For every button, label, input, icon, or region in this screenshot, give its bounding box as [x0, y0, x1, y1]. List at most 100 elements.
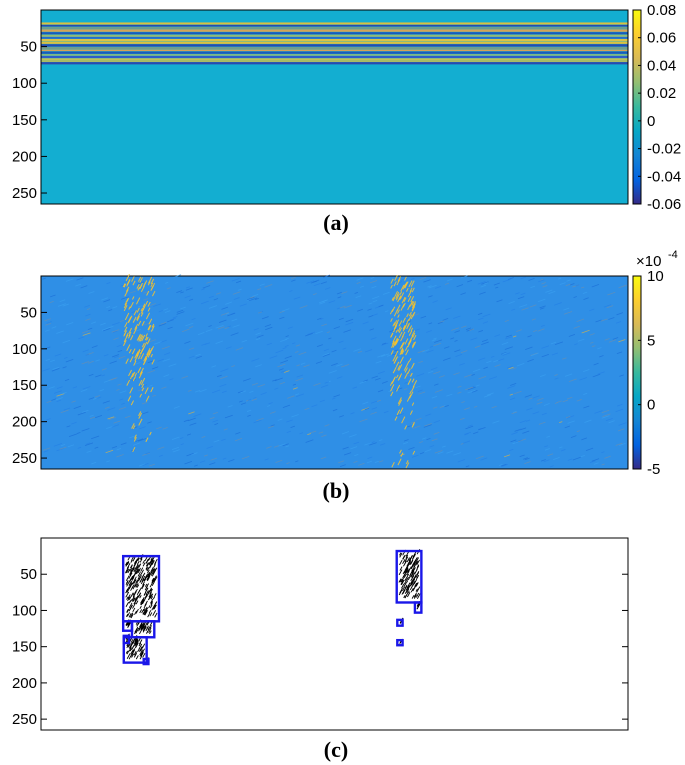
heatmap-b-texture-mark	[119, 398, 124, 401]
heatmap-b-hot-mark-0	[144, 336, 148, 341]
heatmap-b-texture-mark	[247, 414, 251, 417]
heatmap-b-texture-mark	[608, 420, 615, 424]
heatmap-b-texture-mark	[137, 281, 145, 285]
heatmap-a-stripe	[41, 24, 628, 27]
detection-mark	[130, 559, 133, 563]
heatmap-a-stripes	[41, 22, 628, 65]
detection-mark	[146, 567, 150, 572]
heatmap-b-texture-mark	[359, 418, 368, 423]
heatmap-b-texture-mark	[369, 442, 377, 446]
heatmap-b-texture-mark	[215, 292, 221, 295]
heatmap-b-texture-mark	[217, 326, 225, 330]
heatmap-b-texture-mark	[504, 346, 513, 350]
heatmap-b-texture-mark	[502, 352, 507, 355]
detection-mark	[126, 612, 131, 617]
heatmap-b-texture-mark	[507, 277, 514, 280]
heatmap-b-hot-mark-1	[391, 384, 395, 388]
heatmap-a-ytick-label-200: 200	[12, 148, 37, 165]
heatmap-b-texture-mark	[139, 426, 146, 430]
heatmap-b-texture-mark	[305, 333, 313, 337]
heatmap-b-texture-mark	[186, 433, 192, 436]
heatmap-b-texture-mark	[279, 316, 285, 320]
heatmap-b-texture-mark	[550, 341, 557, 345]
heatmap-b-hot-mark-1	[403, 281, 408, 289]
detection-mark	[415, 582, 419, 587]
heatmap-b-texture-mark	[383, 410, 389, 414]
detection-mark	[403, 568, 408, 574]
heatmap-b-texture-mark	[168, 363, 177, 367]
heatmap-b-texture-mark	[54, 353, 62, 357]
detection-mark	[139, 655, 143, 660]
heatmap-b-texture-mark	[285, 337, 289, 340]
heatmap-b-texture-mark	[299, 305, 308, 309]
heatmap-b-texture-mark	[107, 407, 116, 411]
heatmap-b-hot-mark-1	[398, 399, 403, 406]
detection-mark	[139, 605, 142, 610]
detection-mark	[136, 594, 140, 601]
heatmap-b-hot-mark-0	[126, 297, 130, 303]
heatmap-b-texture-mark	[42, 277, 46, 280]
detection-mark	[417, 604, 420, 608]
heatmap-b-texture-mark	[378, 304, 384, 308]
heatmap-b-texture-mark	[434, 450, 443, 454]
detection-boxes	[121, 549, 423, 666]
detection-mark	[144, 556, 148, 562]
heatmap-b-texture-mark	[49, 301, 54, 304]
detection-mark	[134, 597, 138, 601]
heatmap-b-texture-mark	[77, 411, 86, 416]
detection-mark	[148, 629, 151, 633]
heatmap-b-hot-mark-0	[140, 353, 145, 360]
heatmap-b-texture-mark	[50, 359, 55, 363]
detection-mark	[132, 602, 136, 609]
heatmap-b-texture-mark	[601, 415, 610, 419]
heatmap-b-texture-mark	[312, 293, 317, 296]
heatmap-b-hot-mark-1	[399, 292, 405, 300]
detection-mark	[402, 570, 406, 575]
detection-mark	[125, 560, 130, 567]
heatmap-b-hot-mark-0	[145, 312, 150, 320]
heatmap-b-texture-mark	[253, 396, 257, 399]
heatmap-b-hot-mark-0	[146, 290, 150, 296]
heatmap-b-texture-mark	[210, 457, 217, 461]
heatmap-b-texture-mark	[307, 433, 311, 436]
heatmap-b-texture-mark	[209, 462, 216, 466]
heatmap-b-hot-mark-0	[147, 301, 151, 307]
heatmap-b-texture-mark	[85, 313, 91, 317]
heatmap-b-texture-mark	[76, 277, 84, 281]
heatmap-b-hot-mark-0	[130, 335, 134, 341]
heatmap-b-hot-mark-0	[147, 307, 151, 312]
heatmap-b-texture-mark	[358, 462, 365, 466]
detection-mark	[150, 567, 154, 573]
detection-mark	[126, 608, 130, 614]
heatmap-b-texture-mark	[147, 360, 154, 364]
heatmap-b-texture-mark	[243, 378, 251, 382]
heatmap-b-hot-mark-1	[409, 390, 412, 395]
heatmap-b-texture-mark	[494, 334, 501, 337]
heatmap-b-texture-mark	[483, 282, 489, 285]
heatmap-b-texture-mark	[371, 285, 377, 289]
heatmap-b-texture-mark	[50, 294, 56, 298]
heatmap-b-texture-mark	[602, 413, 611, 417]
heatmap-b-texture-mark	[400, 277, 408, 281]
heatmap-b-hot-mark-1	[407, 325, 413, 333]
heatmap-b-hot-mark-0	[125, 358, 129, 364]
heatmap-b-texture-mark	[102, 400, 110, 404]
heatmap-b-hot-mark-0	[146, 347, 151, 356]
heatmap-b-ytick-label-200: 200	[12, 414, 37, 431]
heatmap-b-texture-mark	[605, 418, 613, 422]
heatmap-b-texture-mark	[342, 347, 347, 350]
detection-box-7	[395, 549, 423, 604]
detection-mark	[413, 593, 417, 598]
heatmap-b-texture-mark	[199, 388, 207, 393]
heatmap-b-texture-mark	[215, 325, 224, 329]
heatmap-b-texture-mark	[338, 317, 344, 321]
heatmap-b-texture-mark	[280, 360, 289, 364]
heatmap-b-texture-mark	[506, 365, 513, 369]
heatmap-b-hot-mark-0	[137, 286, 141, 291]
heatmap-b-hot-mark-1	[407, 304, 411, 311]
detection-mark	[142, 625, 147, 632]
heatmap-b-texture-mark	[179, 437, 184, 440]
heatmap-b-hot-mark-0	[128, 331, 132, 337]
detection-mark	[128, 596, 132, 601]
heatmap-b-hot-mark-0	[131, 371, 136, 378]
